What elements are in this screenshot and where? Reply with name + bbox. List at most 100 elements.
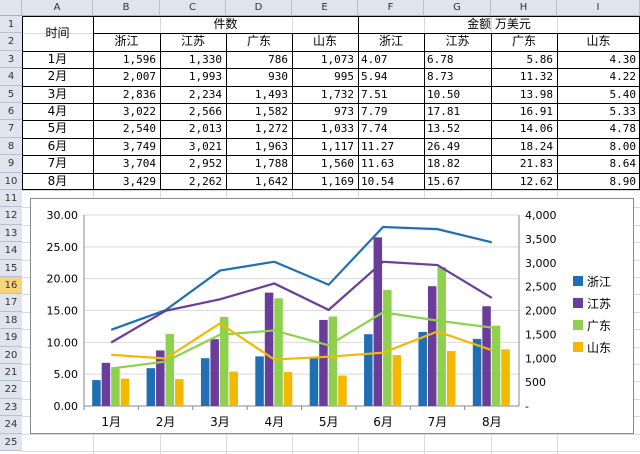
data-cell[interactable]: 18.82 (427, 157, 461, 171)
data-cell[interactable]: 1,560 (320, 157, 354, 171)
row-header-12[interactable]: 12 (0, 207, 22, 225)
data-cell[interactable]: 5.40 (609, 87, 637, 101)
data-cell[interactable]: 786 (268, 52, 288, 66)
subheader-cell[interactable]: 浙江 (114, 34, 139, 49)
data-cell[interactable]: 1,582 (254, 105, 288, 118)
row-header-1[interactable]: 1 (0, 16, 22, 34)
data-cell[interactable]: 2,566 (188, 105, 222, 118)
subheader-cell[interactable]: 山东 (586, 34, 611, 49)
data-cell[interactable]: 8.00 (609, 139, 637, 153)
data-cell[interactable]: 4.07 (361, 52, 388, 66)
data-cell[interactable]: 4.30 (609, 52, 637, 66)
row-header-5[interactable]: 5 (0, 85, 22, 103)
select-all-corner[interactable] (0, 0, 22, 16)
row-header-19[interactable]: 19 (0, 329, 22, 347)
data-cell[interactable]: 2,262 (188, 174, 222, 188)
row-header-22[interactable]: 22 (0, 381, 22, 399)
subheader-cell[interactable]: 浙江 (378, 34, 403, 49)
month-cell[interactable]: 3月 (47, 86, 68, 101)
month-cell[interactable]: 8月 (47, 173, 68, 188)
subheader-cell[interactable]: 广东 (511, 34, 536, 49)
row-header-3[interactable]: 3 (0, 50, 22, 69)
data-cell[interactable]: 5.33 (609, 105, 637, 118)
data-cell[interactable]: 3,022 (122, 105, 156, 118)
row-header-17[interactable]: 17 (0, 294, 22, 312)
month-cell[interactable]: 6月 (47, 138, 68, 153)
data-cell[interactable]: 1,642 (254, 174, 288, 188)
row-header-9[interactable]: 9 (0, 155, 22, 173)
data-cell[interactable]: 26.49 (427, 139, 461, 153)
data-cell[interactable]: 15.67 (427, 174, 461, 188)
data-cell[interactable]: 5.94 (361, 70, 388, 84)
header-group-count[interactable]: 件数 (213, 17, 238, 31)
data-cell[interactable]: 1,788 (254, 157, 288, 171)
row-header-15[interactable]: 15 (0, 259, 22, 277)
row-header-7[interactable]: 7 (0, 120, 22, 138)
row-header-24[interactable]: 24 (0, 416, 22, 434)
data-cell[interactable]: 1,073 (320, 52, 354, 66)
data-cell[interactable]: 1,732 (320, 87, 354, 101)
data-cell[interactable]: 7.51 (361, 87, 388, 101)
column-header-f[interactable]: F (358, 0, 424, 16)
data-cell[interactable]: 11.32 (519, 70, 553, 84)
row-header-13[interactable]: 13 (0, 224, 22, 243)
data-cell[interactable]: 1,596 (122, 52, 156, 66)
column-header-e[interactable]: E (292, 0, 358, 16)
subheader-cell[interactable]: 广东 (246, 34, 271, 49)
month-cell[interactable]: 2月 (47, 69, 68, 84)
data-cell[interactable]: 8.90 (609, 174, 637, 188)
data-cell[interactable]: 1,493 (254, 87, 288, 101)
data-cell[interactable]: 13.52 (427, 122, 461, 136)
row-header-4[interactable]: 4 (0, 68, 22, 86)
data-cell[interactable]: 1,330 (188, 52, 222, 66)
month-cell[interactable]: 4月 (47, 104, 68, 118)
data-cell[interactable]: 5.86 (526, 52, 554, 66)
data-cell[interactable]: 3,429 (122, 174, 156, 188)
row-header-6[interactable]: 6 (0, 103, 22, 121)
data-cell[interactable]: 1,117 (320, 139, 354, 153)
data-cell[interactable]: 1,169 (320, 174, 354, 188)
row-header-2[interactable]: 2 (0, 33, 22, 51)
row-header-25[interactable]: 25 (0, 433, 22, 451)
subheader-cell[interactable]: 江苏 (445, 34, 470, 49)
data-cell[interactable]: 7.79 (361, 105, 388, 118)
data-cell[interactable]: 7.74 (361, 122, 388, 136)
data-cell[interactable]: 1,033 (320, 122, 354, 136)
data-cell[interactable]: 14.06 (519, 122, 553, 136)
column-header-c[interactable]: C (160, 0, 226, 16)
data-cell[interactable]: 3,704 (122, 157, 156, 171)
column-header-g[interactable]: G (424, 0, 491, 16)
header-time[interactable]: 时间 (45, 26, 70, 40)
data-cell[interactable]: 13.98 (519, 87, 553, 101)
data-cell[interactable]: 10.50 (427, 87, 461, 101)
data-cell[interactable]: 995 (334, 70, 354, 84)
row-header-10[interactable]: 10 (0, 172, 22, 190)
data-cell[interactable]: 930 (268, 70, 288, 84)
data-cell[interactable]: 2,007 (122, 70, 156, 84)
data-cell[interactable]: 4.78 (609, 122, 637, 136)
row-header-14[interactable]: 14 (0, 242, 22, 260)
row-header-8[interactable]: 8 (0, 137, 22, 156)
data-cell[interactable]: 18.24 (519, 139, 553, 153)
data-cell[interactable]: 2,234 (188, 87, 222, 101)
data-cell[interactable]: 12.62 (519, 174, 553, 188)
data-cell[interactable]: 16.91 (519, 105, 553, 118)
data-cell[interactable]: 21.83 (519, 157, 553, 171)
data-cell[interactable]: 1,993 (188, 70, 222, 84)
data-cell[interactable]: 6.78 (427, 52, 454, 66)
combo-chart[interactable]: 0.00 5.00 10.00 15.00 20.00 25.00 30.00 - 500 1,0… (30, 198, 634, 434)
month-cell[interactable]: 7月 (47, 156, 68, 171)
data-cell[interactable]: 1,963 (254, 139, 288, 153)
data-cell[interactable]: 2,013 (188, 122, 222, 136)
row-header-20[interactable]: 20 (0, 346, 22, 364)
subheader-cell[interactable]: 江苏 (180, 34, 205, 49)
data-cell[interactable]: 4.22 (609, 70, 637, 84)
row-header-21[interactable]: 21 (0, 364, 22, 382)
column-header-i[interactable]: I (557, 0, 640, 16)
row-header-16[interactable]: 16 (0, 277, 22, 295)
data-cell[interactable]: 3,021 (188, 139, 222, 153)
row-header-18[interactable]: 18 (0, 311, 22, 330)
column-header-d[interactable]: D (226, 0, 292, 16)
data-cell[interactable]: 11.63 (361, 157, 395, 171)
data-cell[interactable]: 1,272 (254, 122, 288, 136)
